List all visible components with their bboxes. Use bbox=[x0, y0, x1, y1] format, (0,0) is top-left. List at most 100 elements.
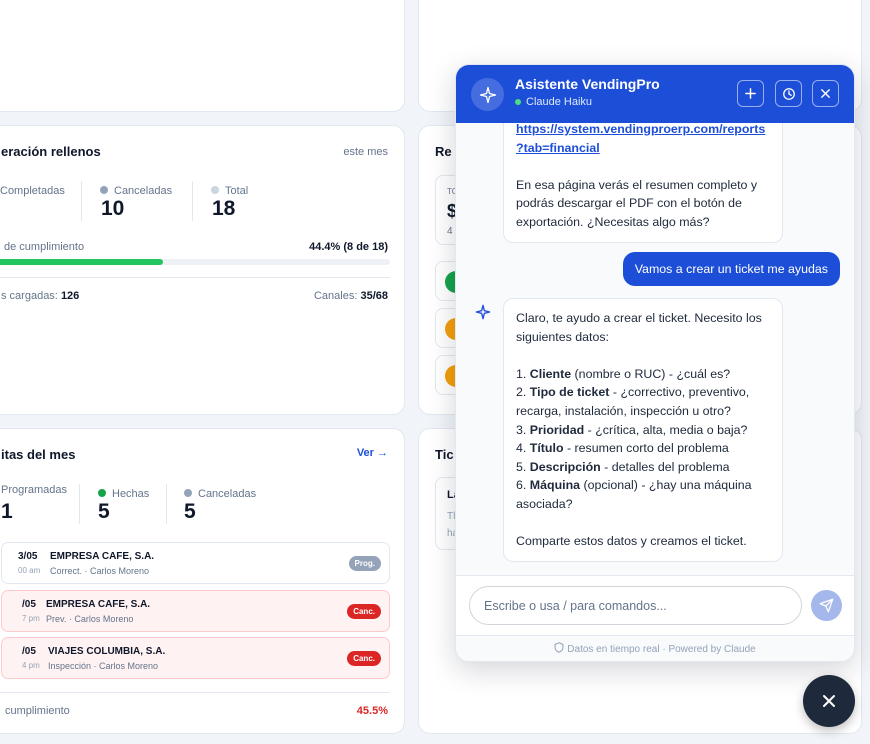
history-button[interactable] bbox=[775, 80, 802, 107]
send-button[interactable] bbox=[811, 590, 842, 621]
chat-input-area bbox=[456, 575, 854, 635]
compliance-bar bbox=[0, 259, 390, 265]
visitas-ver-link[interactable]: Ver → bbox=[356, 447, 388, 459]
chat-input[interactable] bbox=[469, 586, 802, 625]
visitas-title: itas del mes bbox=[1, 447, 76, 462]
sparkle-icon bbox=[471, 78, 504, 111]
chat-footer-text: Datos en tiempo real · Powered by Claude bbox=[567, 644, 756, 655]
stat-total-value: 18 bbox=[212, 197, 236, 220]
close-chat-button[interactable] bbox=[812, 80, 839, 107]
visitas-card: itas del mes Ver → Programadas 1 Hechas … bbox=[0, 428, 405, 734]
visit-company: VIAJES COLUMBIA, S.A. bbox=[48, 646, 166, 657]
visit-time: 4 pm bbox=[22, 661, 40, 670]
visit-date: /05 bbox=[22, 646, 36, 657]
right-mid-box-value: $ bbox=[447, 201, 458, 221]
visit-row[interactable]: 3/05 00 am EMPRESA CAFE, S.A. Correct. ·… bbox=[1, 542, 390, 584]
total-dot bbox=[211, 185, 219, 194]
right-mid-title: Re bbox=[435, 144, 452, 159]
stat-canceladas: Canceladas bbox=[100, 181, 172, 199]
stat-hechas: Hechas bbox=[98, 484, 149, 502]
visit-time: 00 am bbox=[18, 566, 41, 575]
status-badge: Prog. bbox=[348, 556, 381, 571]
stat-completadas: Completadas bbox=[0, 181, 65, 199]
visit-time: 7 pm bbox=[22, 614, 40, 623]
canceladas-dot bbox=[100, 185, 108, 194]
report-link[interactable]: https://system.vendingproerp.com/reports bbox=[516, 123, 766, 136]
right-bot-title: Tic bbox=[435, 447, 454, 462]
rellenos-period: este mes bbox=[343, 146, 388, 158]
online-dot bbox=[515, 99, 521, 106]
item-6: 6. Máquina (opcional) - ¿hay una máquina… bbox=[516, 478, 752, 511]
visit-row[interactable]: /05 4 pm VIAJES COLUMBIA, S.A. Inspecció… bbox=[1, 637, 390, 679]
cargadas-label: s cargadas: bbox=[1, 290, 58, 302]
visit-detail: Inspección · Carlos Moreno bbox=[48, 661, 159, 671]
stat-completadas-label: Completadas bbox=[0, 185, 65, 197]
report-link-cont[interactable]: ?tab=financial bbox=[516, 140, 600, 155]
right-bot-box-line1: Tl bbox=[447, 511, 456, 522]
item-1: 1. Cliente (nombre o RUC) - ¿cuál es? bbox=[516, 366, 731, 381]
right-mid-box-label: TO bbox=[447, 187, 458, 196]
visit-row[interactable]: /05 7 pm EMPRESA CAFE, S.A. Prev. · Carl… bbox=[1, 590, 390, 632]
sparkle-icon bbox=[475, 304, 491, 320]
status-badge: Canc. bbox=[347, 651, 381, 666]
stat-canceladas-visitas-label: Canceladas bbox=[198, 488, 257, 500]
stat-programadas-value: 1 bbox=[1, 500, 13, 523]
cargadas-value: 126 bbox=[60, 290, 80, 302]
chat-model: Claude Haiku bbox=[515, 96, 592, 108]
canales-label: Canales: bbox=[313, 290, 358, 302]
assistant-message-text: En esa página verás el resumen completo … bbox=[516, 177, 758, 229]
assistant-message: Claro, te ayudo a crear el ticket. Neces… bbox=[503, 298, 783, 562]
chat-header: Asistente VendingPro Claude Haiku bbox=[456, 65, 854, 123]
chat-title: Asistente VendingPro bbox=[515, 76, 660, 92]
chat-messages[interactable]: https://system.vendingproerp.com/reports… bbox=[456, 123, 854, 575]
stat-total-label: Total bbox=[225, 185, 249, 197]
assistant-intro: Claro, te ayudo a crear el ticket. Neces… bbox=[516, 311, 762, 344]
clock-icon bbox=[782, 87, 795, 100]
item-4: 4. Título - resumen corto del problema bbox=[516, 441, 729, 456]
visit-date: /05 bbox=[22, 599, 36, 610]
item-5: 5. Descripción - detalles del problema bbox=[516, 459, 730, 474]
right-mid-box-sub: 4 bbox=[447, 226, 453, 237]
rellenos-title: eración rellenos bbox=[1, 144, 101, 159]
close-icon bbox=[823, 695, 835, 707]
top-left-card bbox=[0, 0, 405, 112]
visit-date: 3/05 bbox=[18, 551, 38, 562]
rellenos-card: eración rellenos este mes Completadas Ca… bbox=[0, 125, 405, 415]
compliance-label: de cumplimiento bbox=[4, 241, 85, 253]
chat-model-label: Claude Haiku bbox=[526, 96, 593, 108]
canceladas-visitas-dot bbox=[184, 488, 192, 497]
compliance-bar-fill bbox=[0, 259, 163, 265]
canales: Canales: 35/68 bbox=[314, 290, 388, 302]
visit-company: EMPRESA CAFE, S.A. bbox=[50, 551, 155, 562]
stat-hechas-label: Hechas bbox=[112, 488, 150, 500]
stat-hechas-value: 5 bbox=[98, 500, 110, 523]
plus-icon bbox=[745, 88, 756, 99]
chat-panel: Asistente VendingPro Claude Haiku https:… bbox=[455, 64, 855, 662]
item-2: 2. Tipo de ticket - ¿correctivo, prevent… bbox=[516, 385, 750, 418]
chat-footer: Datos en tiempo real · Powered by Claude bbox=[456, 635, 854, 661]
compliance-value: 44.4% (8 de 18) bbox=[309, 241, 388, 253]
assistant-outro: Comparte estos datos y creamos el ticket… bbox=[516, 534, 747, 549]
shield-icon bbox=[554, 642, 564, 653]
new-chat-button[interactable] bbox=[737, 80, 764, 107]
visit-detail: Correct. · Carlos Moreno bbox=[50, 566, 150, 576]
visit-company: EMPRESA CAFE, S.A. bbox=[46, 599, 151, 610]
item-3: 3. Prioridad - ¿crítica, alta, media o b… bbox=[516, 422, 748, 437]
cargadas: s cargadas: 126 bbox=[1, 290, 79, 302]
user-message: Vamos a crear un ticket me ayudas bbox=[622, 252, 840, 286]
stat-canceladas-value: 10 bbox=[101, 197, 125, 220]
visitas-footer-label: cumplimiento bbox=[5, 705, 70, 717]
send-icon bbox=[819, 598, 834, 613]
status-badge: Canc. bbox=[347, 604, 381, 619]
stat-total: Total bbox=[211, 181, 248, 199]
canales-value: 35/68 bbox=[360, 290, 388, 302]
hechas-dot bbox=[98, 488, 106, 497]
assistant-message: https://system.vendingproerp.com/reports… bbox=[503, 123, 783, 243]
stat-canceladas-visitas-value: 5 bbox=[184, 500, 196, 523]
stat-canceladas-visitas: Canceladas bbox=[184, 484, 256, 502]
visitas-footer-value: 45.5% bbox=[356, 705, 388, 717]
close-icon bbox=[821, 89, 830, 98]
stat-canceladas-label: Canceladas bbox=[114, 185, 173, 197]
visit-detail: Prev. · Carlos Moreno bbox=[46, 614, 134, 624]
close-assistant-fab[interactable] bbox=[803, 675, 855, 727]
